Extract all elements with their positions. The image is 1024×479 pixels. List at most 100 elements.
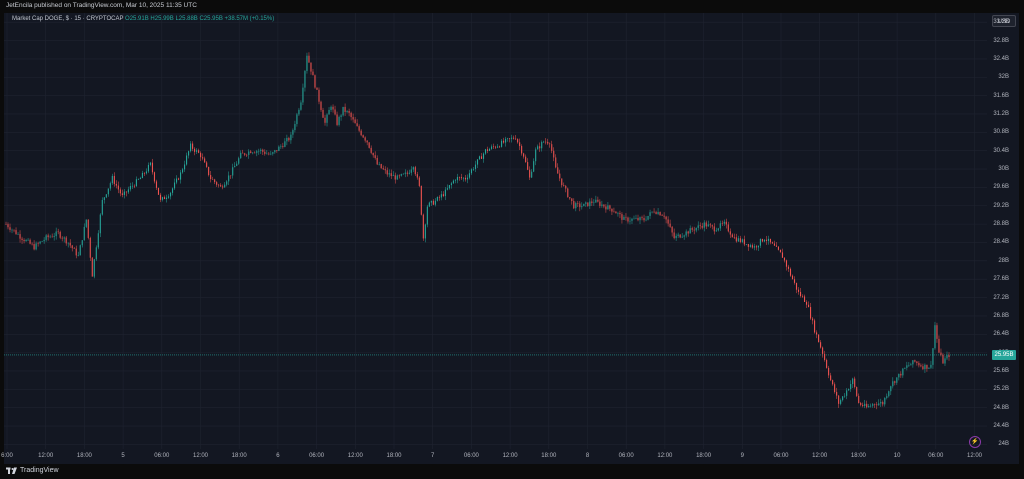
candle-body bbox=[468, 173, 471, 178]
candle bbox=[81, 240, 83, 248]
y-tick-label: 25.6B bbox=[993, 367, 1009, 374]
candle-body bbox=[57, 231, 59, 233]
candle-body bbox=[884, 397, 886, 405]
candle bbox=[234, 162, 236, 168]
candle bbox=[647, 215, 649, 221]
candle-body bbox=[482, 153, 485, 159]
candle bbox=[115, 180, 117, 189]
footer-bar: TradingView bbox=[0, 464, 1024, 479]
candle-body bbox=[37, 243, 39, 245]
candle bbox=[605, 204, 607, 213]
candle-body bbox=[218, 184, 220, 186]
candle-body bbox=[902, 368, 904, 376]
candle-body bbox=[713, 226, 715, 232]
candle-body bbox=[141, 172, 143, 179]
candle-body bbox=[900, 373, 902, 376]
candle bbox=[900, 371, 902, 378]
candle bbox=[206, 161, 208, 168]
candle-body bbox=[206, 162, 208, 167]
candle-body bbox=[198, 150, 200, 153]
candle bbox=[693, 226, 695, 235]
candle-body bbox=[192, 143, 194, 149]
candle-body bbox=[370, 147, 372, 153]
candle bbox=[521, 144, 523, 156]
candle bbox=[37, 241, 39, 247]
candle-body bbox=[155, 181, 158, 188]
chart-area[interactable]: Market Cap DOGE, $ · 15 · CRYPTOCAP O25.… bbox=[1, 13, 1019, 464]
candle-body bbox=[808, 304, 810, 308]
currency-button[interactable]: USD bbox=[992, 15, 1016, 27]
candle-body bbox=[272, 152, 274, 154]
candle-body bbox=[222, 186, 224, 188]
candle bbox=[384, 166, 386, 174]
candle bbox=[420, 185, 422, 216]
candle bbox=[892, 377, 894, 389]
candle-body bbox=[729, 231, 731, 235]
x-tick-label: 12:00 bbox=[192, 453, 209, 459]
candle-body bbox=[551, 144, 553, 151]
candle bbox=[711, 224, 713, 230]
candle bbox=[830, 372, 832, 382]
candle bbox=[5, 221, 7, 225]
candle bbox=[71, 244, 73, 252]
candle bbox=[216, 181, 218, 187]
candle-body bbox=[97, 233, 99, 248]
candle-body bbox=[426, 206, 428, 225]
candle-body bbox=[188, 151, 190, 156]
candle-body bbox=[79, 245, 81, 256]
candle bbox=[603, 204, 605, 209]
candle bbox=[47, 233, 49, 241]
candle bbox=[753, 243, 755, 251]
candle-body bbox=[501, 140, 503, 147]
candle bbox=[410, 166, 412, 176]
candle-body bbox=[304, 70, 306, 88]
candle bbox=[575, 201, 577, 212]
candle-body bbox=[376, 157, 378, 165]
candle bbox=[314, 74, 316, 89]
candle-body bbox=[633, 218, 635, 220]
candle bbox=[551, 140, 553, 154]
candle bbox=[95, 245, 97, 261]
candle-body bbox=[171, 188, 174, 193]
candle-body bbox=[932, 348, 934, 365]
candle bbox=[422, 213, 424, 241]
candle bbox=[137, 178, 139, 181]
candle-body bbox=[153, 172, 156, 182]
candle-body bbox=[695, 227, 697, 231]
candle-body bbox=[302, 87, 304, 103]
candle-body bbox=[177, 178, 180, 180]
candle-body bbox=[67, 242, 69, 244]
lightning-icon[interactable]: ⚡ bbox=[969, 436, 981, 448]
candle bbox=[63, 236, 65, 243]
candle-body bbox=[745, 244, 747, 245]
candle-body bbox=[878, 403, 880, 406]
candle-body bbox=[250, 151, 252, 153]
published-info: JetEncila published on TradingView.com, … bbox=[6, 2, 197, 9]
candle bbox=[196, 148, 198, 155]
candle-body bbox=[870, 405, 872, 407]
chart-plot[interactable] bbox=[4, 13, 1019, 464]
candle bbox=[707, 220, 709, 227]
candle bbox=[912, 360, 914, 368]
candle-body bbox=[779, 249, 782, 253]
candle-body bbox=[685, 231, 687, 236]
y-tick-label: 29.6B bbox=[993, 184, 1009, 191]
candle bbox=[515, 135, 517, 141]
candle bbox=[252, 152, 254, 155]
candle bbox=[727, 221, 729, 233]
candle bbox=[916, 361, 918, 366]
candle-body bbox=[81, 240, 83, 246]
candle bbox=[41, 240, 43, 242]
candle-body bbox=[77, 255, 79, 256]
candle-body bbox=[545, 141, 547, 143]
candle-body bbox=[699, 225, 701, 227]
candle-body bbox=[338, 116, 340, 125]
candle bbox=[226, 180, 228, 187]
candle-body bbox=[797, 289, 800, 292]
candle-body bbox=[505, 138, 507, 143]
candle bbox=[637, 214, 639, 222]
x-tick-label: 12:00 bbox=[502, 453, 518, 459]
candle bbox=[194, 147, 196, 156]
candle bbox=[358, 124, 360, 133]
x-tick-label: 12:00 bbox=[657, 453, 673, 459]
